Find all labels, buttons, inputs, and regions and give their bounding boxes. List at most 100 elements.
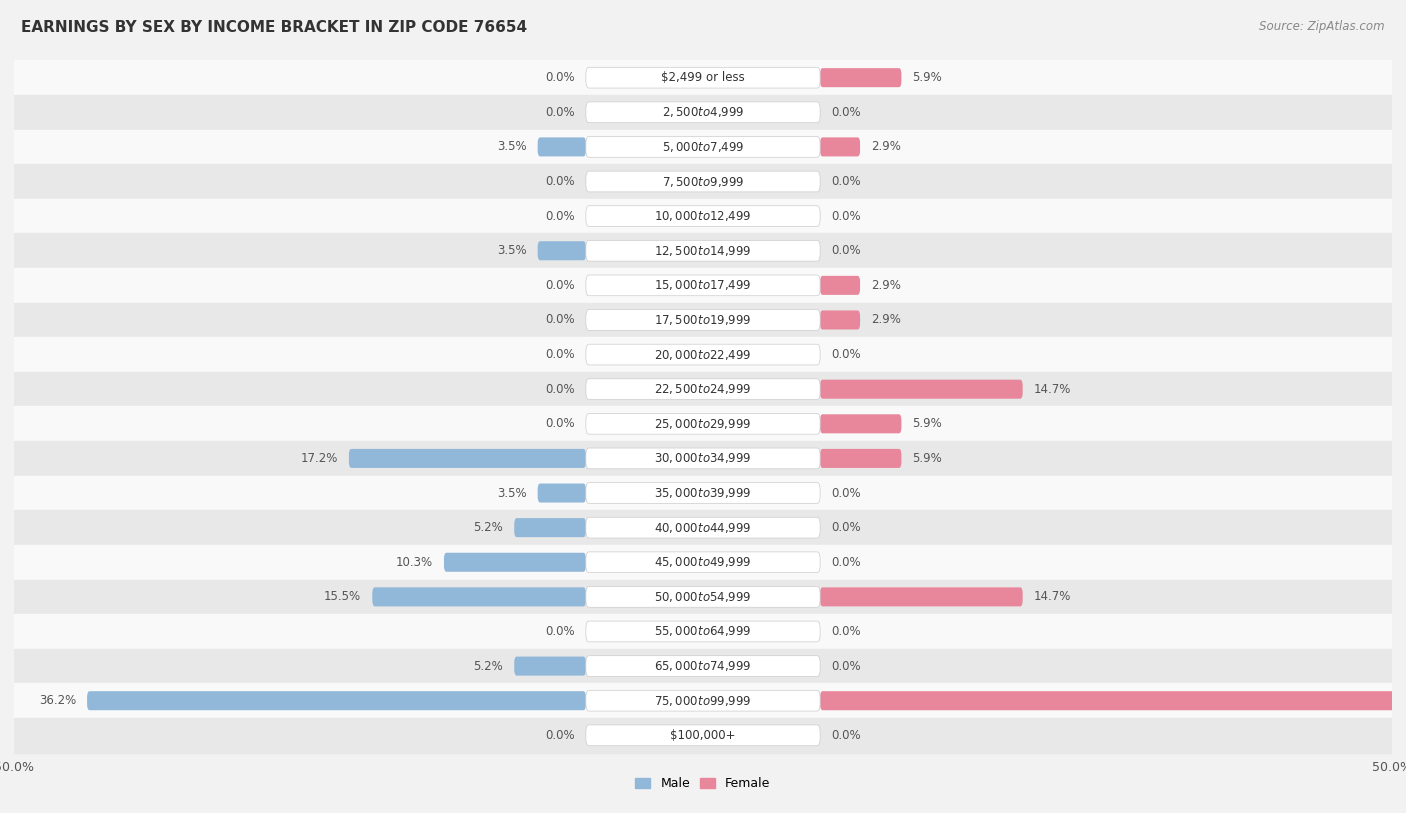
Text: 3.5%: 3.5% <box>496 141 527 154</box>
Text: $20,000 to $22,499: $20,000 to $22,499 <box>654 348 752 362</box>
Text: 0.0%: 0.0% <box>831 175 860 188</box>
FancyBboxPatch shape <box>820 137 860 156</box>
Text: $2,499 or less: $2,499 or less <box>661 72 745 85</box>
FancyBboxPatch shape <box>820 691 1406 711</box>
Bar <box>14 580 1392 614</box>
Bar <box>14 545 1392 580</box>
Bar <box>14 372 1392 406</box>
Text: 2.9%: 2.9% <box>872 141 901 154</box>
Text: 0.0%: 0.0% <box>831 659 860 672</box>
Bar <box>14 441 1392 476</box>
Text: 5.9%: 5.9% <box>912 417 942 430</box>
Text: 0.0%: 0.0% <box>831 210 860 223</box>
Text: 0.0%: 0.0% <box>546 72 575 85</box>
Bar <box>14 302 1392 337</box>
FancyBboxPatch shape <box>537 241 586 260</box>
FancyBboxPatch shape <box>586 586 820 607</box>
Bar <box>14 476 1392 511</box>
Bar <box>14 649 1392 684</box>
FancyBboxPatch shape <box>586 414 820 434</box>
Bar <box>14 684 1392 718</box>
Text: 14.7%: 14.7% <box>1033 590 1071 603</box>
Bar <box>14 164 1392 199</box>
FancyBboxPatch shape <box>820 380 1022 398</box>
Text: 0.0%: 0.0% <box>546 314 575 327</box>
FancyBboxPatch shape <box>586 102 820 123</box>
Text: 14.7%: 14.7% <box>1033 383 1071 396</box>
FancyBboxPatch shape <box>586 275 820 296</box>
Text: 0.0%: 0.0% <box>831 244 860 257</box>
Text: 3.5%: 3.5% <box>496 486 527 499</box>
Text: $2,500 to $4,999: $2,500 to $4,999 <box>662 106 744 120</box>
FancyBboxPatch shape <box>586 448 820 469</box>
FancyBboxPatch shape <box>586 241 820 261</box>
FancyBboxPatch shape <box>537 484 586 502</box>
FancyBboxPatch shape <box>586 552 820 572</box>
Text: $35,000 to $39,999: $35,000 to $39,999 <box>654 486 752 500</box>
Text: $15,000 to $17,499: $15,000 to $17,499 <box>654 278 752 293</box>
FancyBboxPatch shape <box>537 137 586 156</box>
Text: $12,500 to $14,999: $12,500 to $14,999 <box>654 244 752 258</box>
Bar <box>14 129 1392 164</box>
Text: 0.0%: 0.0% <box>831 521 860 534</box>
Legend: Male, Female: Male, Female <box>630 772 776 795</box>
Text: $22,500 to $24,999: $22,500 to $24,999 <box>654 382 752 396</box>
Text: 17.2%: 17.2% <box>301 452 337 465</box>
Bar <box>14 406 1392 441</box>
FancyBboxPatch shape <box>586 379 820 399</box>
Text: 0.0%: 0.0% <box>546 106 575 119</box>
Text: $10,000 to $12,499: $10,000 to $12,499 <box>654 209 752 223</box>
FancyBboxPatch shape <box>586 67 820 88</box>
Text: $50,000 to $54,999: $50,000 to $54,999 <box>654 590 752 604</box>
FancyBboxPatch shape <box>820 415 901 433</box>
FancyBboxPatch shape <box>586 206 820 227</box>
Bar <box>14 95 1392 129</box>
FancyBboxPatch shape <box>820 276 860 295</box>
Text: 0.0%: 0.0% <box>546 210 575 223</box>
FancyBboxPatch shape <box>515 657 586 676</box>
FancyBboxPatch shape <box>586 725 820 746</box>
FancyBboxPatch shape <box>586 621 820 642</box>
FancyBboxPatch shape <box>820 449 901 468</box>
Text: $17,500 to $19,999: $17,500 to $19,999 <box>654 313 752 327</box>
FancyBboxPatch shape <box>515 518 586 537</box>
Bar <box>14 199 1392 233</box>
Text: 10.3%: 10.3% <box>396 556 433 569</box>
Text: 2.9%: 2.9% <box>872 279 901 292</box>
Bar <box>14 511 1392 545</box>
Text: 5.2%: 5.2% <box>474 521 503 534</box>
Text: 2.9%: 2.9% <box>872 314 901 327</box>
Text: $65,000 to $74,999: $65,000 to $74,999 <box>654 659 752 673</box>
FancyBboxPatch shape <box>586 137 820 157</box>
Text: 0.0%: 0.0% <box>831 106 860 119</box>
FancyBboxPatch shape <box>444 553 586 572</box>
FancyBboxPatch shape <box>586 483 820 503</box>
Text: 3.5%: 3.5% <box>496 244 527 257</box>
Bar <box>14 614 1392 649</box>
FancyBboxPatch shape <box>586 690 820 711</box>
FancyBboxPatch shape <box>586 656 820 676</box>
Text: $7,500 to $9,999: $7,500 to $9,999 <box>662 175 744 189</box>
Text: 0.0%: 0.0% <box>831 728 860 741</box>
Bar <box>14 718 1392 753</box>
Text: $75,000 to $99,999: $75,000 to $99,999 <box>654 693 752 707</box>
Bar <box>14 60 1392 95</box>
Text: $30,000 to $34,999: $30,000 to $34,999 <box>654 451 752 465</box>
Text: 0.0%: 0.0% <box>831 625 860 638</box>
Text: 0.0%: 0.0% <box>546 383 575 396</box>
Text: $45,000 to $49,999: $45,000 to $49,999 <box>654 555 752 569</box>
Text: $40,000 to $44,999: $40,000 to $44,999 <box>654 520 752 535</box>
Text: 0.0%: 0.0% <box>831 556 860 569</box>
FancyBboxPatch shape <box>586 344 820 365</box>
Text: 0.0%: 0.0% <box>546 175 575 188</box>
Text: $55,000 to $64,999: $55,000 to $64,999 <box>654 624 752 638</box>
Text: 36.2%: 36.2% <box>39 694 76 707</box>
Bar <box>14 268 1392 302</box>
Text: 0.0%: 0.0% <box>831 348 860 361</box>
Text: 5.2%: 5.2% <box>474 659 503 672</box>
Bar <box>14 337 1392 372</box>
FancyBboxPatch shape <box>586 171 820 192</box>
Bar <box>14 233 1392 268</box>
FancyBboxPatch shape <box>820 68 901 87</box>
FancyBboxPatch shape <box>820 311 860 329</box>
